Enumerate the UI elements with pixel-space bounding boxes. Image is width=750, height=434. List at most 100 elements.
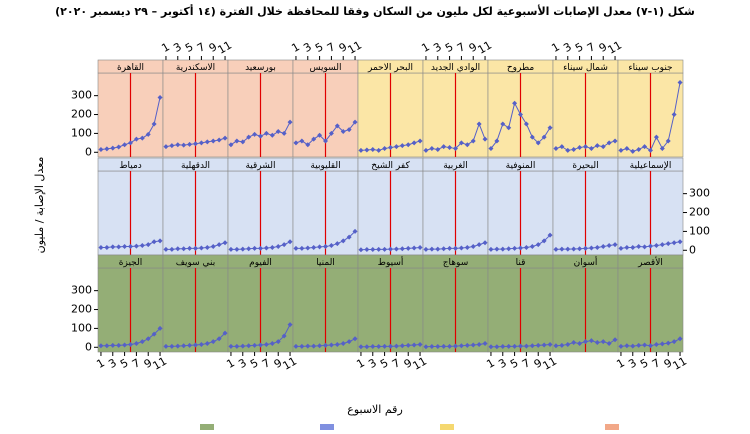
x-tick-label: 7 [455, 40, 468, 55]
data-point [624, 146, 630, 152]
data-point [204, 341, 210, 347]
data-point [157, 325, 163, 331]
data-point [565, 246, 571, 252]
data-point [228, 343, 234, 349]
data-point [382, 146, 388, 152]
data-point [393, 144, 399, 150]
data-point [512, 100, 518, 106]
data-point [423, 344, 429, 350]
y-tick-label: 100 [71, 321, 92, 334]
data-point [187, 245, 193, 251]
data-point [648, 343, 653, 349]
panel-label: أسيوط [378, 256, 404, 268]
data-point [340, 129, 346, 135]
data-point [240, 343, 246, 349]
data-point [157, 238, 163, 244]
data-point [535, 242, 541, 248]
data-point [210, 339, 216, 345]
data-point [352, 228, 358, 234]
x-tick-label: 3 [171, 40, 184, 55]
panel-label: البحر الاحمر [367, 63, 413, 73]
data-point [405, 342, 411, 348]
y-tick-label: 0 [689, 243, 696, 256]
data-point [110, 145, 116, 151]
data-point [535, 342, 541, 348]
data-point [175, 343, 181, 349]
data-point [630, 148, 636, 154]
data-point [429, 246, 435, 252]
data-point [399, 143, 405, 149]
data-point [453, 146, 458, 152]
data-point [529, 134, 535, 140]
data-point [636, 244, 642, 250]
data-point [583, 245, 588, 251]
data-point [476, 341, 482, 347]
legend-swatch [200, 424, 214, 434]
data-point [388, 145, 393, 151]
data-point [618, 343, 624, 349]
data-point [133, 341, 139, 347]
data-point [648, 243, 653, 249]
data-point [234, 138, 240, 144]
panel-label: دمياط [119, 161, 142, 171]
data-point [653, 243, 659, 249]
chart-title: شكل (١-٧) معدل الإصابات الأسبوعية لكل مل… [55, 4, 695, 18]
x-tick-label: 3 [431, 40, 444, 55]
panel-label: أسوان [574, 256, 598, 268]
data-point [600, 144, 606, 150]
x-tick-label: 7 [130, 356, 143, 371]
data-point [181, 246, 187, 252]
x-tick-label: 1 [94, 356, 107, 371]
data-point [476, 121, 482, 127]
data-point [133, 136, 139, 142]
data-point [470, 342, 476, 348]
data-point [399, 246, 405, 252]
data-point [222, 330, 228, 336]
panel-label: البحيرة [572, 161, 598, 171]
data-point [453, 343, 458, 349]
data-point [494, 344, 500, 350]
data-point [606, 140, 612, 146]
data-point [210, 244, 216, 250]
data-point [571, 340, 577, 346]
x-tick-label: 7 [585, 40, 598, 55]
x-tick-label: 1 [614, 356, 627, 371]
data-point [145, 242, 151, 248]
x-tick-label: 11 [605, 38, 624, 56]
data-point [334, 341, 340, 347]
x-tick-label: 11 [150, 354, 169, 372]
data-point [323, 342, 328, 348]
x-tick-label: 1 [484, 356, 497, 371]
data-point [358, 147, 364, 153]
data-point [618, 147, 624, 153]
y-tick-label: 200 [71, 108, 92, 121]
data-point [246, 343, 252, 349]
data-point [506, 125, 512, 131]
data-point [435, 146, 441, 152]
data-point [293, 245, 299, 251]
x-tick-label: 5 [313, 40, 326, 55]
data-point [169, 143, 175, 149]
panel-label: المنوفية [506, 161, 536, 171]
data-point [169, 343, 175, 349]
x-tick-label: 3 [236, 356, 249, 371]
x-tick-label: 7 [195, 40, 208, 55]
data-point [447, 343, 453, 349]
x-tick-label: 11 [670, 354, 689, 372]
data-point [139, 339, 145, 345]
data-point [311, 244, 317, 250]
x-tick-label: 3 [496, 356, 509, 371]
legend-swatch [320, 424, 334, 434]
data-point [653, 341, 659, 347]
data-point [275, 339, 281, 345]
data-point [328, 342, 334, 348]
data-point [222, 240, 228, 246]
data-point [441, 343, 447, 349]
data-point [334, 123, 340, 129]
data-point [393, 343, 399, 349]
data-point [423, 147, 429, 153]
data-point [583, 339, 588, 345]
data-point [523, 244, 529, 250]
data-point [128, 341, 133, 347]
